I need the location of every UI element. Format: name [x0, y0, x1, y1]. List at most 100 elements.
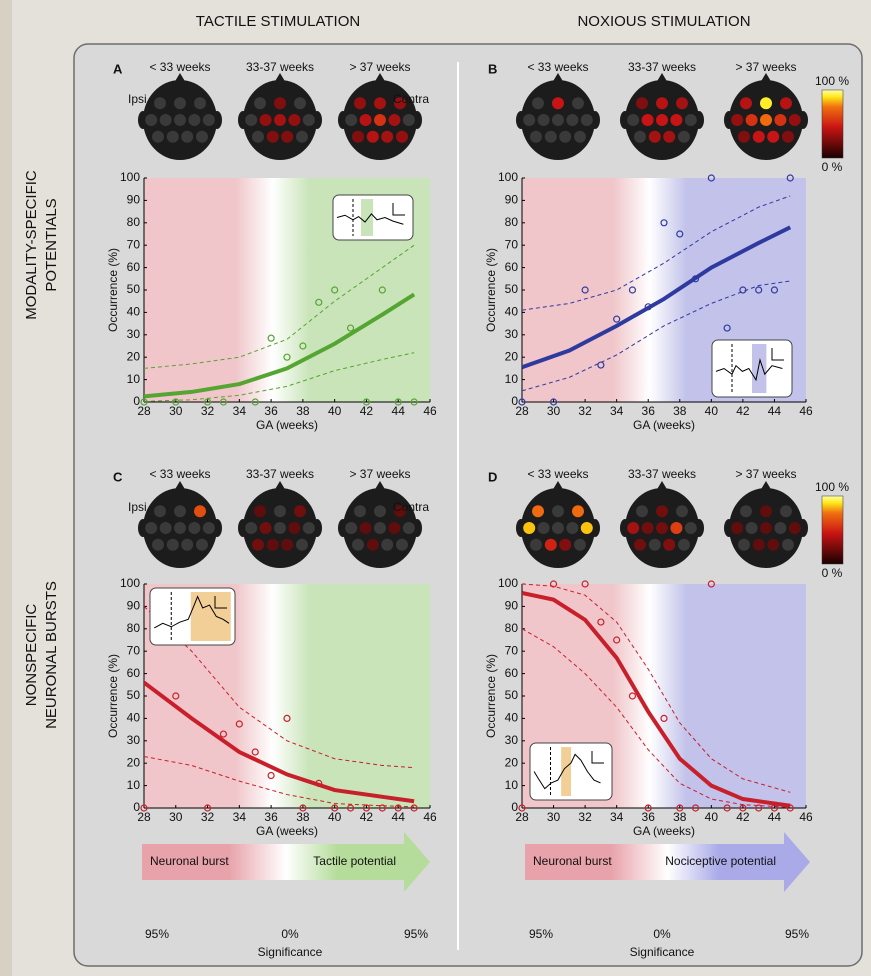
x-tick-label: 42: [736, 810, 750, 824]
y-tick-label: 70: [127, 643, 141, 657]
x-axis-label: GA (weeks): [256, 824, 318, 838]
panel-letter: A: [113, 61, 123, 76]
y-tick-label: 30: [505, 327, 519, 341]
electrode: [288, 522, 300, 534]
electrode: [160, 522, 172, 534]
head-group-label: > 37 weeks: [349, 467, 410, 481]
electrode: [188, 114, 200, 126]
arrow-label: Tactile potential: [313, 854, 396, 868]
electrode: [167, 539, 179, 551]
x-tick-label: 44: [392, 404, 406, 418]
electrode: [670, 522, 682, 534]
electrode: [267, 539, 279, 551]
head-group-label: 33-37 weeks: [246, 467, 314, 481]
y-tick-label: 100: [120, 576, 140, 590]
electrode: [523, 114, 535, 126]
y-tick-label: 0: [133, 394, 140, 408]
electrode: [530, 539, 542, 551]
x-tick-label: 40: [705, 810, 719, 824]
scale-label: 95%: [785, 927, 809, 941]
electrode: [738, 539, 750, 551]
scale-axis-label: Significance: [258, 945, 323, 959]
electrode: [374, 522, 386, 534]
head-group-label: 33-37 weeks: [246, 60, 314, 74]
x-tick-label: 38: [296, 810, 310, 824]
electrode: [274, 505, 286, 517]
electrode: [354, 505, 366, 517]
electrode: [196, 539, 208, 551]
colorbar-label: 100 %: [815, 480, 849, 494]
electrode: [760, 522, 772, 534]
head-group-label: < 33 weeks: [527, 467, 588, 481]
inset: [333, 195, 413, 240]
electrode: [374, 97, 386, 109]
inset-window: [752, 344, 766, 393]
y-tick-label: 50: [505, 688, 519, 702]
x-tick-label: 34: [233, 404, 247, 418]
y-tick-label: 20: [505, 755, 519, 769]
electrode: [174, 97, 186, 109]
column-title: NOXIOUS STIMULATION: [577, 13, 750, 30]
y-tick-label: 100: [498, 576, 518, 590]
y-tick-label: 80: [127, 215, 141, 229]
electrode: [181, 539, 193, 551]
electrode: [152, 131, 164, 143]
y-tick-label: 90: [127, 193, 141, 207]
head-group-label: > 37 weeks: [735, 467, 796, 481]
electrode: [194, 505, 206, 517]
electrode: [774, 114, 786, 126]
electrode: [396, 131, 408, 143]
electrode: [552, 522, 564, 534]
electrode: [636, 97, 648, 109]
panel-letter: B: [488, 61, 497, 76]
electrode: [254, 97, 266, 109]
electrode: [656, 114, 668, 126]
electrode: [663, 539, 675, 551]
x-tick-label: 44: [768, 810, 782, 824]
electrode: [642, 522, 654, 534]
x-tick-label: 46: [423, 810, 437, 824]
row-title-line: NEURONAL BURSTS: [43, 581, 60, 729]
electrode: [738, 131, 750, 143]
x-axis-label: GA (weeks): [633, 418, 695, 432]
x-tick-label: 44: [392, 810, 406, 824]
electrode: [545, 539, 557, 551]
y-tick-label: 70: [505, 643, 519, 657]
y-axis-label: Occurrence (%): [106, 654, 120, 738]
x-axis-label: GA (weeks): [256, 418, 318, 432]
x-tick-label: 36: [642, 810, 656, 824]
x-tick-label: 30: [547, 810, 561, 824]
electrode: [374, 114, 386, 126]
y-tick-label: 60: [127, 666, 141, 680]
x-tick-label: 32: [201, 404, 215, 418]
y-tick-label: 90: [127, 599, 141, 613]
y-tick-label: 0: [511, 800, 518, 814]
head-group-label: < 33 weeks: [149, 467, 210, 481]
electrode: [656, 522, 668, 534]
x-tick-label: 42: [360, 404, 374, 418]
colorbar-label: 0 %: [822, 566, 843, 580]
electrode: [731, 114, 743, 126]
electrode: [532, 505, 544, 517]
electrode: [352, 131, 364, 143]
y-tick-label: 20: [127, 349, 141, 363]
electrode: [685, 114, 697, 126]
x-tick-label: 32: [578, 810, 592, 824]
electrode: [203, 522, 215, 534]
electrode: [760, 505, 772, 517]
electrode: [774, 522, 786, 534]
electrode: [294, 505, 306, 517]
electrode: [145, 114, 157, 126]
arrow-label: Nociceptive potential: [665, 854, 776, 868]
electrode: [656, 97, 668, 109]
electrode: [767, 539, 779, 551]
electrode: [731, 522, 743, 534]
electrode: [552, 505, 564, 517]
electrode: [574, 539, 586, 551]
electrode: [403, 114, 415, 126]
y-axis-label: Occurrence (%): [484, 654, 498, 738]
x-tick-label: 40: [705, 404, 719, 418]
x-tick-label: 42: [736, 404, 750, 418]
row-title-line: NONSPECIFIC: [23, 604, 40, 707]
electrode: [753, 131, 765, 143]
